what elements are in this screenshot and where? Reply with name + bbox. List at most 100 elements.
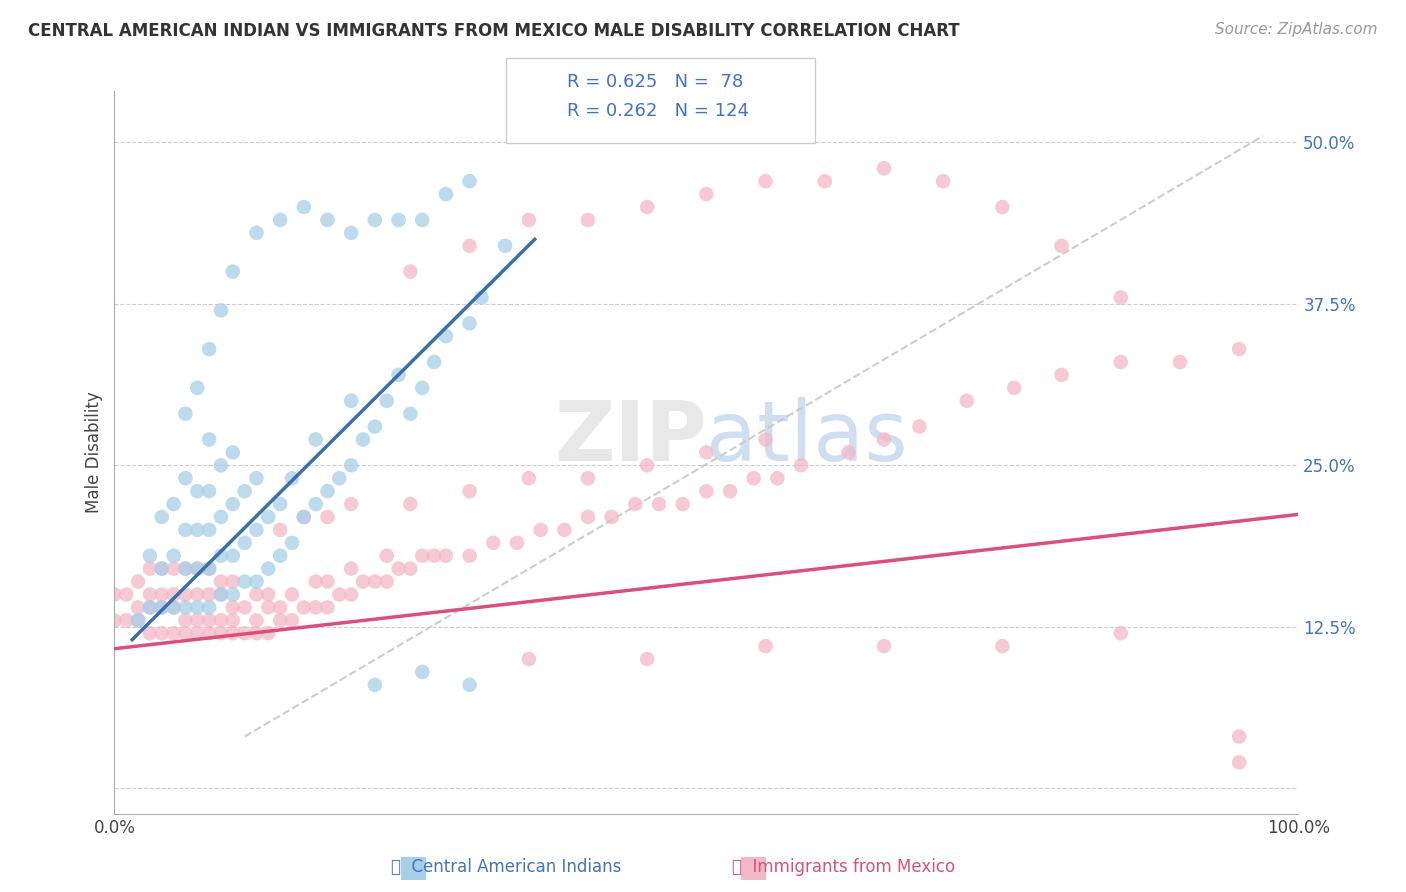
Point xyxy=(174,626,197,640)
Point xyxy=(198,561,221,575)
Point xyxy=(375,574,398,589)
Text: atlas: atlas xyxy=(706,398,908,478)
Text: R = 0.262   N = 124: R = 0.262 N = 124 xyxy=(567,102,748,120)
Point xyxy=(127,600,149,615)
Point xyxy=(174,471,197,485)
Y-axis label: Male Disability: Male Disability xyxy=(86,392,103,513)
Point xyxy=(174,407,197,421)
Point xyxy=(1109,290,1132,304)
Point xyxy=(209,458,232,473)
Point xyxy=(506,536,529,550)
Point xyxy=(162,626,184,640)
Point xyxy=(281,536,304,550)
Point xyxy=(233,574,256,589)
Point xyxy=(198,626,221,640)
Point xyxy=(209,303,232,318)
Point xyxy=(150,600,173,615)
Point xyxy=(458,484,481,499)
Point xyxy=(127,613,149,627)
Point xyxy=(375,549,398,563)
Point xyxy=(636,458,658,473)
Point xyxy=(209,574,232,589)
Point xyxy=(139,626,162,640)
Point xyxy=(222,574,245,589)
Point xyxy=(139,600,162,615)
Point xyxy=(222,626,245,640)
Point xyxy=(305,497,328,511)
Point xyxy=(316,600,339,615)
Point xyxy=(814,174,837,188)
Point xyxy=(364,213,387,227)
Point xyxy=(139,600,162,615)
Point xyxy=(269,549,291,563)
Point xyxy=(434,549,457,563)
Point xyxy=(305,433,328,447)
Point xyxy=(245,587,267,601)
Point xyxy=(837,445,859,459)
Point xyxy=(222,265,245,279)
Point xyxy=(648,497,671,511)
Point xyxy=(162,587,184,601)
Point xyxy=(434,187,457,202)
Point xyxy=(482,536,505,550)
Point xyxy=(127,574,149,589)
Point xyxy=(245,226,267,240)
Point xyxy=(115,587,138,601)
Point xyxy=(1002,381,1025,395)
Text: R = 0.625   N =  78: R = 0.625 N = 78 xyxy=(567,73,742,91)
Point xyxy=(162,600,184,615)
Point xyxy=(305,600,328,615)
Point xyxy=(340,497,363,511)
Point xyxy=(150,600,173,615)
Point xyxy=(245,626,267,640)
Point xyxy=(1227,730,1250,744)
Point xyxy=(790,458,813,473)
Point xyxy=(198,484,221,499)
Point xyxy=(340,226,363,240)
Bar xyxy=(524,103,555,127)
Point xyxy=(718,484,741,499)
Point xyxy=(364,574,387,589)
Point xyxy=(245,613,267,627)
Point xyxy=(411,381,433,395)
Point xyxy=(672,497,695,511)
Point xyxy=(411,213,433,227)
Point xyxy=(186,561,208,575)
Point xyxy=(222,497,245,511)
Point xyxy=(316,213,339,227)
Point xyxy=(186,600,208,615)
Point xyxy=(186,626,208,640)
Point xyxy=(624,497,647,511)
Point xyxy=(1050,368,1073,382)
Point xyxy=(399,407,422,421)
Point xyxy=(517,213,540,227)
Point xyxy=(340,393,363,408)
Text: Source: ZipAtlas.com: Source: ZipAtlas.com xyxy=(1215,22,1378,37)
Point xyxy=(411,665,433,679)
Point xyxy=(1109,355,1132,369)
Point xyxy=(530,523,553,537)
Point xyxy=(209,510,232,524)
Point xyxy=(991,639,1014,653)
Point xyxy=(162,561,184,575)
Point xyxy=(150,561,173,575)
Point xyxy=(281,587,304,601)
Point xyxy=(162,600,184,615)
Point xyxy=(695,187,717,202)
Point xyxy=(186,381,208,395)
Point xyxy=(364,678,387,692)
Point xyxy=(755,433,778,447)
Point xyxy=(269,497,291,511)
Point xyxy=(174,587,197,601)
Point xyxy=(257,600,280,615)
Point xyxy=(458,678,481,692)
Point xyxy=(340,458,363,473)
Point xyxy=(458,316,481,330)
Point xyxy=(742,471,765,485)
Point xyxy=(494,239,516,253)
Point xyxy=(115,613,138,627)
Point xyxy=(174,523,197,537)
Point xyxy=(576,213,599,227)
Point xyxy=(139,561,162,575)
Point xyxy=(198,342,221,356)
